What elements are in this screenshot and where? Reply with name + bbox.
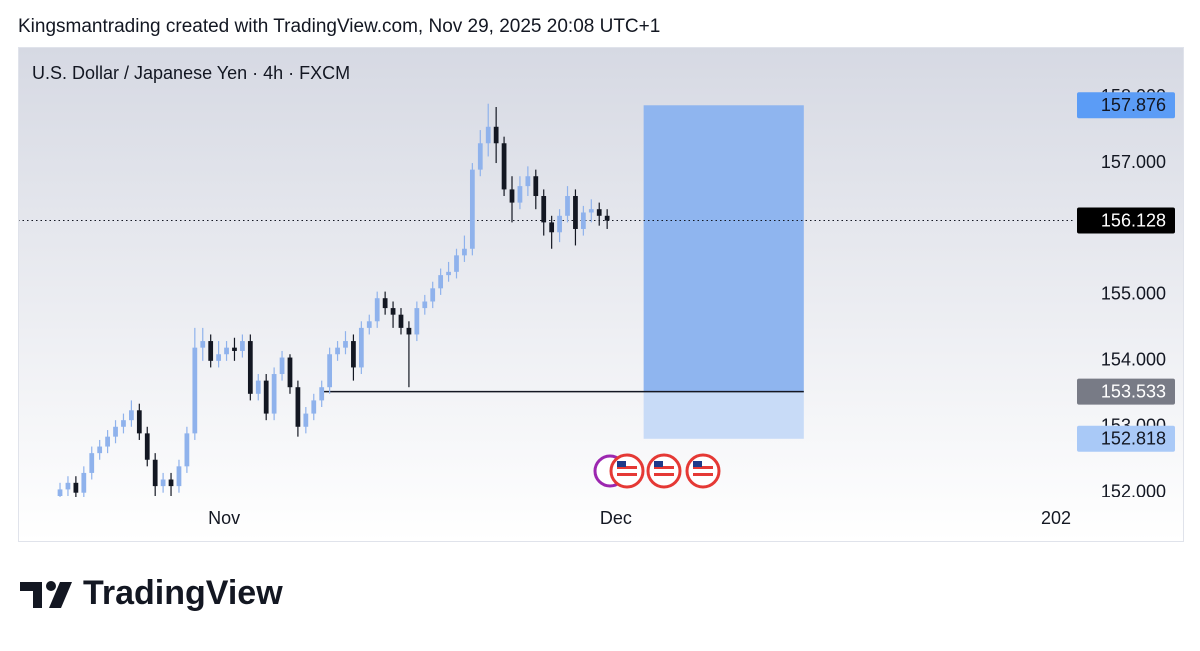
stop-zone xyxy=(643,391,804,439)
candle-body xyxy=(303,413,309,427)
candle-body xyxy=(374,298,380,322)
candle-body xyxy=(549,222,555,233)
candle-body xyxy=(327,354,333,388)
candle-body xyxy=(525,176,531,187)
candle-body xyxy=(477,143,483,170)
candle-body xyxy=(287,357,293,388)
price-badge-label: 157.876 xyxy=(1101,95,1166,115)
candle-body xyxy=(604,215,610,221)
candle-body xyxy=(588,209,594,213)
candle-body xyxy=(398,314,404,328)
candle-body xyxy=(485,126,491,144)
candle-body xyxy=(247,341,253,394)
candle-body xyxy=(541,196,547,223)
candle-body xyxy=(97,446,103,454)
candle-body xyxy=(255,380,261,394)
candle-body xyxy=(366,321,372,328)
candle-body xyxy=(136,410,142,434)
candle-body xyxy=(152,459,158,487)
candle-body xyxy=(232,347,237,351)
candle-body xyxy=(192,347,198,434)
candle-body xyxy=(160,479,166,487)
candle-body xyxy=(168,479,174,487)
price-badge xyxy=(1077,425,1175,452)
candle-body xyxy=(517,186,523,203)
candle-body xyxy=(89,453,95,473)
y-tick-label: 154.000 xyxy=(1101,350,1166,370)
candle-body xyxy=(200,341,206,348)
candle-body xyxy=(240,341,245,351)
candle-body xyxy=(493,126,499,144)
candle-body xyxy=(565,196,570,216)
event-icon xyxy=(646,453,682,489)
candle-body xyxy=(351,341,356,368)
candle-body xyxy=(263,380,269,414)
candle-body xyxy=(422,301,428,309)
candle-body xyxy=(580,212,586,229)
candle-body xyxy=(469,169,475,249)
overlay: Nov Dec 202 157.876 156.128 153.533 152.818 xyxy=(208,92,1175,528)
candle-body xyxy=(382,298,388,309)
candle-body xyxy=(105,436,110,447)
price-badge-label: 153.533 xyxy=(1101,381,1166,401)
candle-body xyxy=(113,426,118,437)
candle-body xyxy=(406,327,412,335)
price-badge xyxy=(1077,92,1175,119)
price-badge xyxy=(1077,207,1175,234)
candle-body xyxy=(533,176,539,197)
y-tick-label: 155.000 xyxy=(1101,284,1166,304)
candle-body xyxy=(335,347,340,355)
candle-body xyxy=(144,433,150,460)
candle-body xyxy=(438,275,444,289)
candle-body xyxy=(271,374,277,414)
candle-body xyxy=(295,387,301,427)
event-icon xyxy=(609,453,645,489)
candle-body xyxy=(358,327,364,368)
price-badge xyxy=(1077,378,1175,405)
candle-body xyxy=(557,215,562,233)
candle-body xyxy=(390,308,396,315)
event-icon xyxy=(685,453,721,489)
y-tick-label: 157.000 xyxy=(1101,152,1166,172)
candle-body xyxy=(81,472,87,493)
candle-body xyxy=(224,347,229,355)
candle-body xyxy=(279,357,285,375)
candle-body xyxy=(343,341,348,348)
candle-body xyxy=(121,420,126,427)
candle-body xyxy=(73,482,79,493)
candle-body xyxy=(319,387,325,401)
candle-body xyxy=(216,354,221,361)
candle-body xyxy=(573,196,578,229)
chart-title: U.S. Dollar / Japanese Yen · 4h · FXCM xyxy=(32,63,350,83)
candle-body xyxy=(509,189,515,203)
price-badge-label: 152.818 xyxy=(1101,429,1166,449)
logo-text: TradingView xyxy=(83,574,283,612)
candle-body xyxy=(454,255,459,272)
header-text: Kingsmantrading created with TradingView… xyxy=(18,16,660,37)
plot-area xyxy=(19,103,1075,497)
candle-body xyxy=(596,209,602,216)
logo: TradingView xyxy=(20,574,283,612)
candle-body xyxy=(414,308,420,335)
price-badge-label: 156.128 xyxy=(1101,210,1166,230)
x-tick-label: Nov xyxy=(208,508,240,528)
y-tick-label: 152.000 xyxy=(1101,481,1166,501)
candle-body xyxy=(65,482,71,490)
event-icons xyxy=(593,453,721,489)
candle-body xyxy=(184,433,190,467)
candle-body xyxy=(462,248,467,256)
candle-body xyxy=(446,271,451,276)
target-zone xyxy=(643,105,804,392)
candle-body xyxy=(57,489,63,496)
candle-body xyxy=(129,410,134,421)
candle-body xyxy=(176,466,182,487)
candle-body xyxy=(501,143,507,190)
candle-body xyxy=(208,341,214,361)
x-tick-label: Dec xyxy=(600,508,632,528)
candle-body xyxy=(311,400,317,414)
x-tick-label: 202 xyxy=(1041,508,1071,528)
candle-body xyxy=(430,288,436,302)
